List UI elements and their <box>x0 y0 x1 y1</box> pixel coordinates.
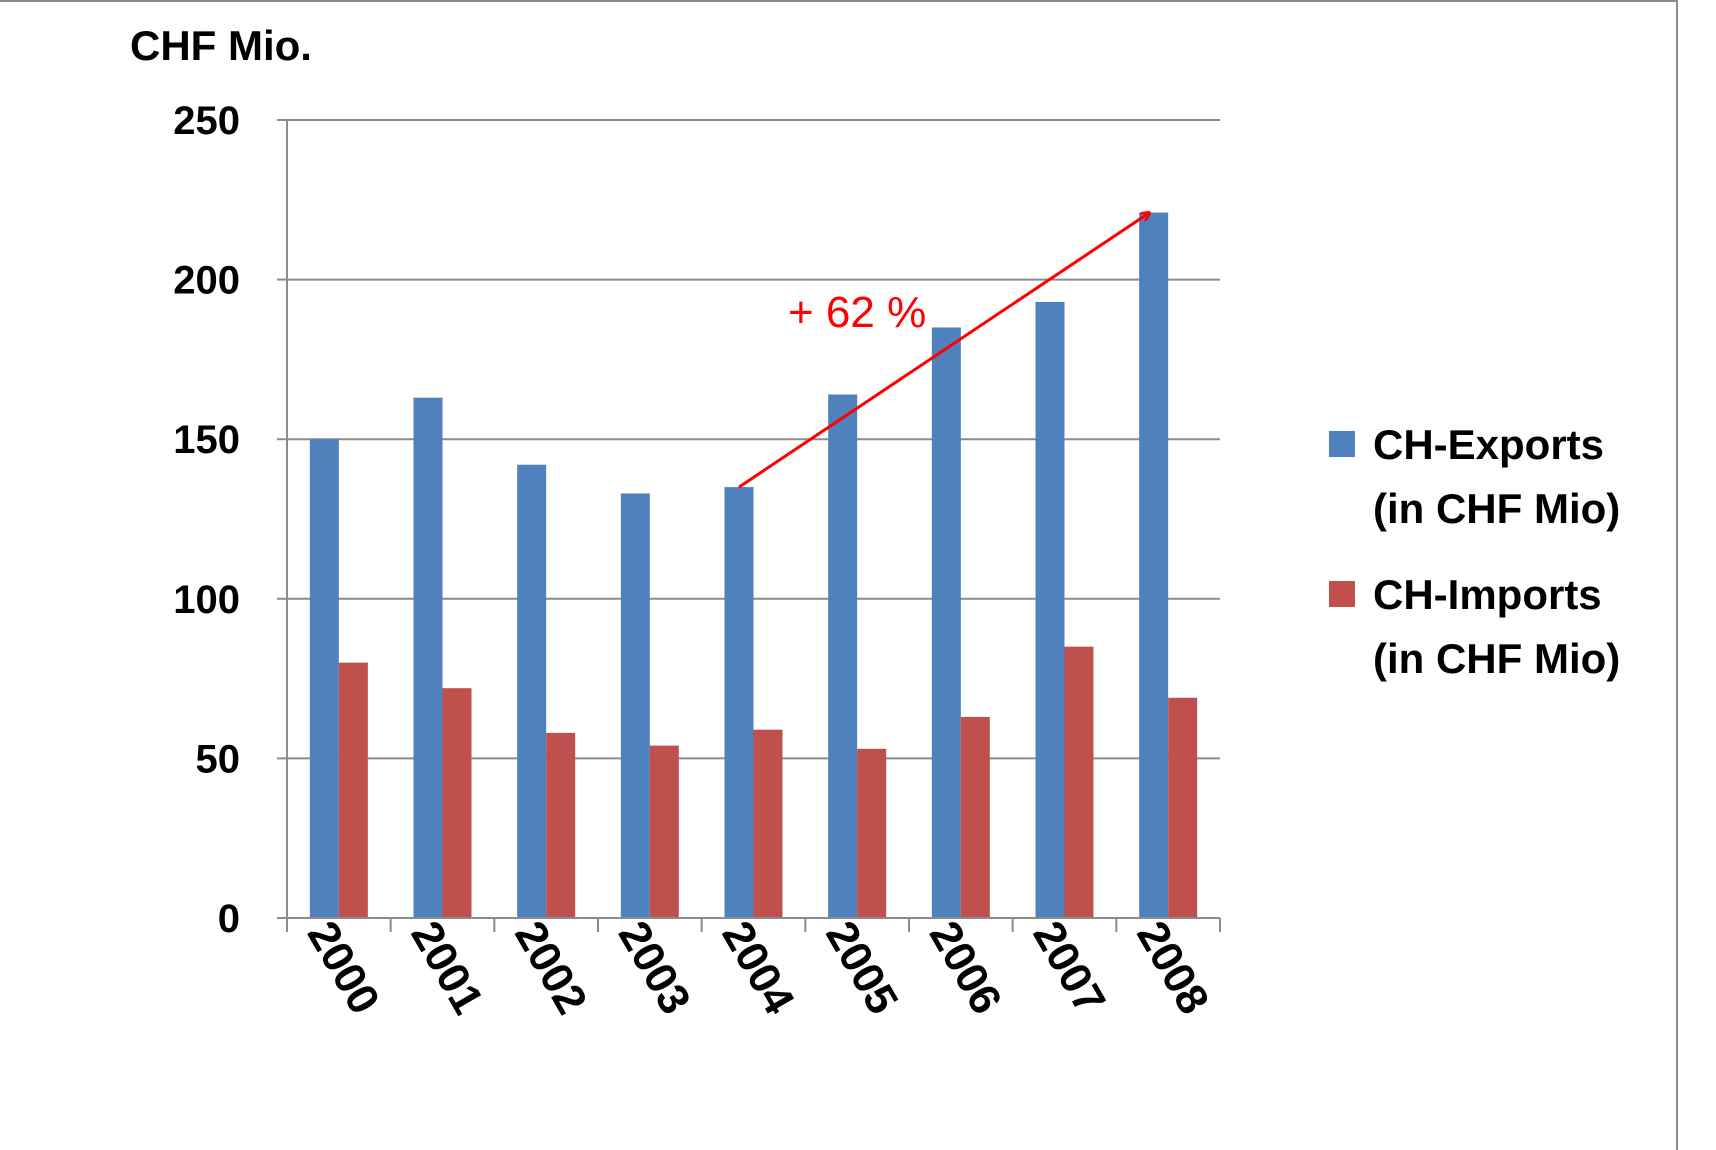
growth-annotation-label: + 62 % <box>788 288 926 337</box>
bar-exports-2007 <box>1035 301 1065 919</box>
bar-exports-2003 <box>620 493 650 918</box>
x-tick-label-2003: 2003 <box>609 913 700 1022</box>
bar-imports-2008 <box>1168 697 1198 918</box>
x-tick-label-2008: 2008 <box>1127 913 1218 1022</box>
legend-label-exports-line1: CH-Exports <box>1373 421 1604 468</box>
bar-imports-2003 <box>649 745 679 918</box>
x-tick-label-2005: 2005 <box>816 913 907 1022</box>
bar-exports-2005 <box>828 394 858 919</box>
y-tick-label-0: 0 <box>218 897 240 941</box>
bar-imports-2002 <box>546 732 576 918</box>
bar-exports-2001 <box>413 397 443 919</box>
bar-imports-2007 <box>1064 646 1094 918</box>
y-tick-label-250: 250 <box>173 99 240 143</box>
x-tick-label-2007: 2007 <box>1023 913 1114 1022</box>
bar-exports-2006 <box>931 327 961 919</box>
x-tick-label-2004: 2004 <box>712 913 804 1023</box>
bar-exports-2008 <box>1139 212 1169 918</box>
bar-imports-2004 <box>753 729 783 918</box>
bar-exports-2000 <box>309 439 339 918</box>
legend-label-exports-line2: (in CHF Mio) <box>1373 485 1620 532</box>
legend-label-imports-line1: CH-Imports <box>1373 571 1602 618</box>
legend-swatch-exports <box>1329 431 1355 457</box>
y-axis-unit-label: CHF Mio. <box>130 22 312 69</box>
growth-arrow <box>738 213 1150 489</box>
y-tick-label-100: 100 <box>173 578 240 622</box>
bar-imports-2005 <box>857 748 887 918</box>
bar-imports-2006 <box>960 716 990 918</box>
y-tick-label-50: 50 <box>196 737 241 781</box>
bar-imports-2001 <box>442 688 472 918</box>
legend-swatch-imports <box>1329 581 1355 607</box>
bar-imports-2000 <box>338 662 368 918</box>
bar-exports-2002 <box>517 464 547 918</box>
x-tick-label-2000: 2000 <box>298 913 389 1022</box>
legend-label-imports-line2: (in CHF Mio) <box>1373 635 1620 682</box>
x-tick-label-2002: 2002 <box>505 913 596 1022</box>
x-tick-label-2006: 2006 <box>920 913 1011 1022</box>
x-tick-label-2001: 2001 <box>401 913 492 1022</box>
y-tick-label-200: 200 <box>173 259 240 303</box>
bar-exports-2004 <box>724 487 754 918</box>
y-tick-label-150: 150 <box>173 418 240 462</box>
